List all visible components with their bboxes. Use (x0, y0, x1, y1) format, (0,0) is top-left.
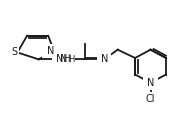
Text: NH: NH (56, 54, 71, 64)
Bar (5, 46, 19, 59)
Bar (97, 52, 111, 66)
Text: N: N (47, 46, 54, 56)
Text: N: N (101, 54, 108, 64)
Text: N: N (60, 54, 67, 64)
Bar (53, 52, 74, 66)
Bar (42, 44, 56, 58)
Text: H: H (69, 55, 75, 64)
Text: S: S (11, 47, 17, 57)
Bar (139, 92, 162, 106)
Bar (52, 52, 75, 66)
Text: N: N (147, 78, 154, 88)
Bar (143, 76, 157, 90)
Text: Cl: Cl (146, 94, 155, 104)
